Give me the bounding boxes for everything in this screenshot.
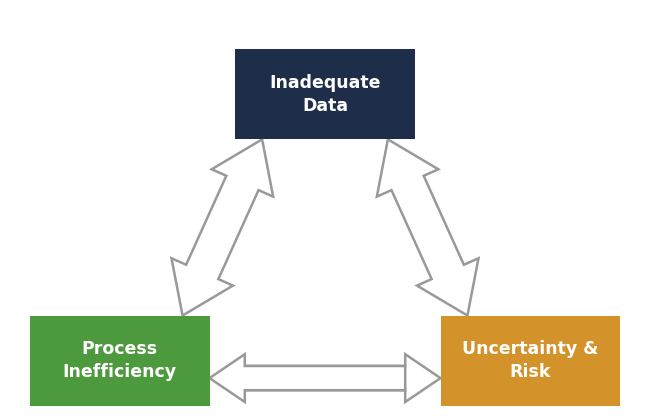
Polygon shape: [245, 354, 441, 402]
FancyBboxPatch shape: [235, 49, 415, 139]
Polygon shape: [172, 139, 273, 316]
Text: Uncertainty &
Risk: Uncertainty & Risk: [462, 340, 599, 381]
Text: Process
Inefficiency: Process Inefficiency: [62, 340, 177, 381]
FancyBboxPatch shape: [30, 316, 209, 405]
Text: Inadequate
Data: Inadequate Data: [269, 74, 381, 115]
Polygon shape: [377, 139, 478, 316]
Polygon shape: [209, 354, 405, 402]
FancyBboxPatch shape: [441, 316, 620, 405]
